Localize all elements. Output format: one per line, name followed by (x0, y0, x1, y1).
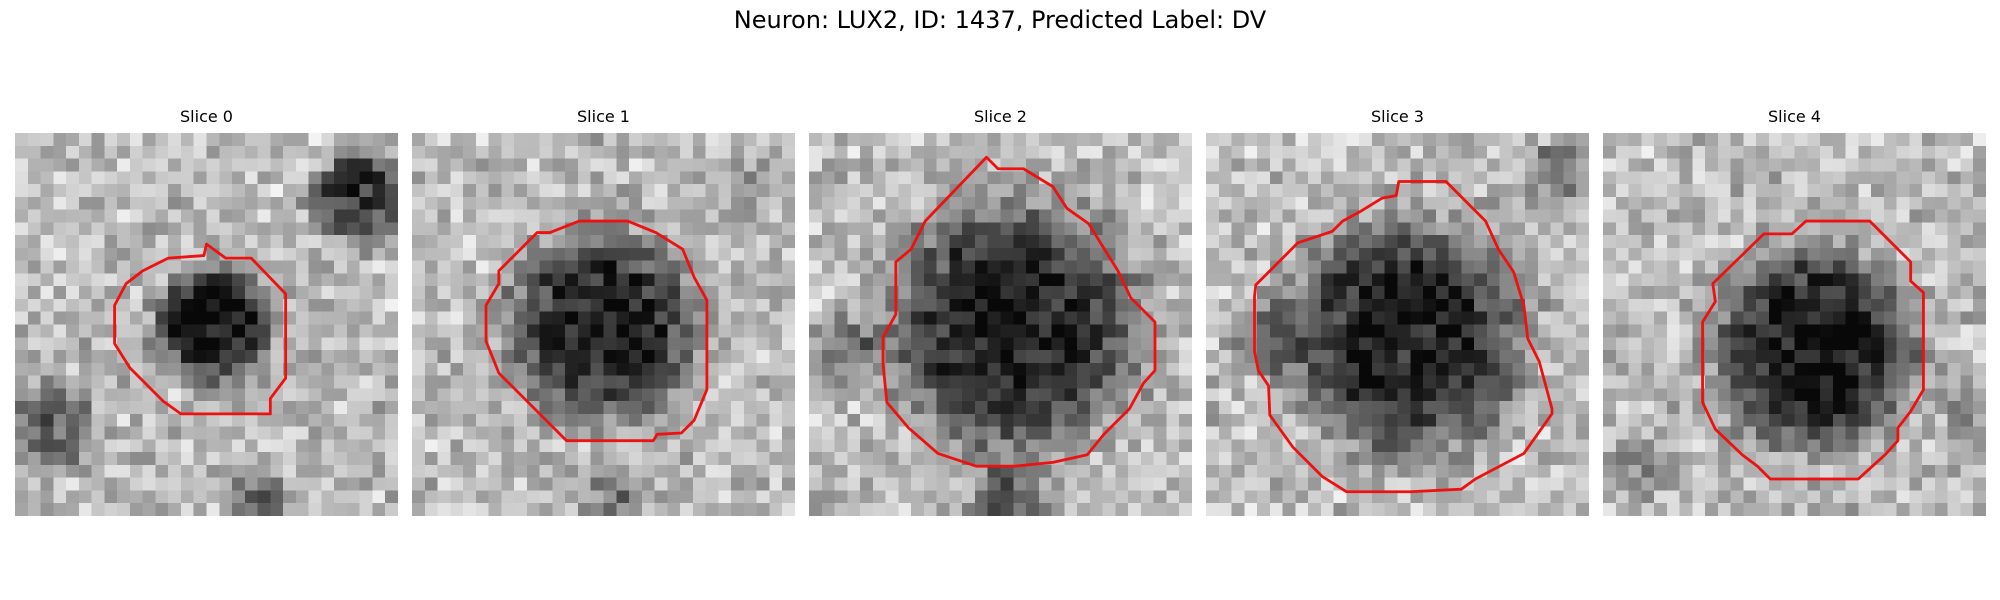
slice-title: Slice 3 (1371, 107, 1424, 126)
pixel-grid (15, 133, 398, 516)
roi-contour (113, 242, 288, 416)
slice-title: Slice 2 (974, 107, 1027, 126)
pixel-grid (412, 133, 795, 516)
slice-panel-3: Slice 3 (1206, 107, 1589, 516)
slice-panel-4: Slice 4 (1603, 107, 1986, 516)
roi-contour (881, 155, 1157, 468)
pixel-grid (1206, 133, 1589, 516)
microscopy-slice-image (1603, 133, 1986, 516)
slice-title: Slice 4 (1768, 107, 1821, 126)
figure-title: Neuron: LUX2, ID: 1437, Predicted Label:… (733, 6, 1267, 34)
roi-contour (484, 219, 709, 443)
microscopy-slice-image (809, 133, 1192, 516)
slice-panel-2: Slice 2 (809, 107, 1192, 516)
roi-contour (1253, 180, 1554, 494)
slice-title: Slice 1 (577, 107, 630, 126)
microscopy-slice-image (15, 133, 398, 516)
roi-contour (1701, 219, 1925, 481)
microscopy-slice-image (1206, 133, 1589, 516)
slice-title: Slice 0 (180, 107, 233, 126)
pixel-grid (809, 133, 1192, 516)
pixel-grid (1603, 133, 1986, 516)
microscopy-slice-image (412, 133, 795, 516)
slice-panel-1: Slice 1 (412, 107, 795, 516)
slice-panel-0: Slice 0 (15, 107, 398, 516)
